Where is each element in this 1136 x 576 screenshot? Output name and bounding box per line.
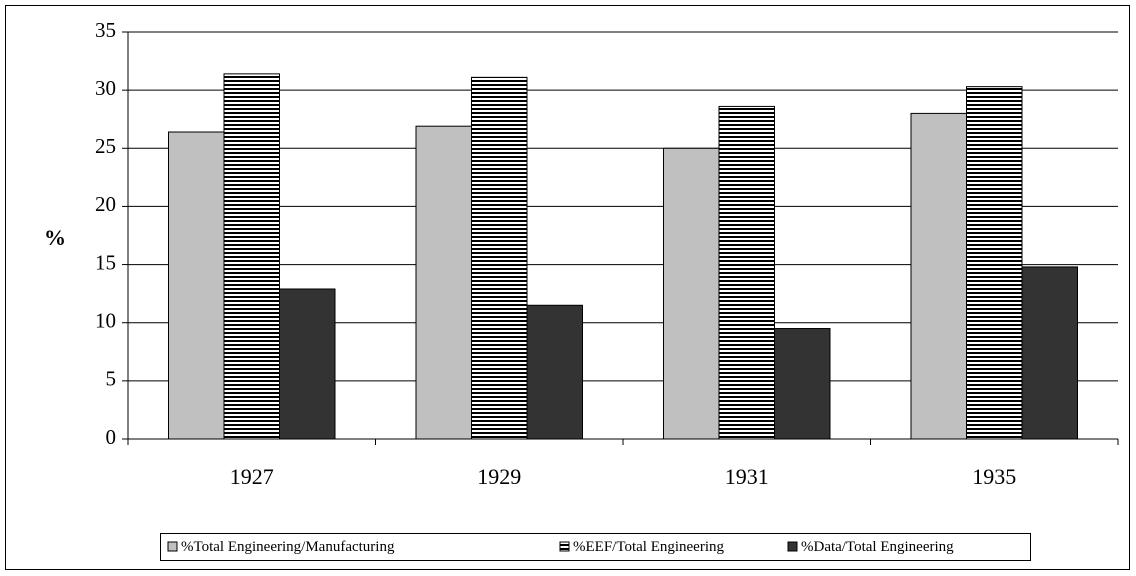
y-tick-label: 30 (95, 76, 116, 100)
y-tick-label: 15 (95, 250, 116, 274)
y-tick-label: 10 (95, 309, 116, 333)
y-tick-label: 5 (106, 367, 117, 391)
legend-label: %Total Engineering/Manufacturing (181, 539, 395, 555)
x-tick-label: 1935 (972, 464, 1016, 489)
legend-swatch (787, 541, 798, 552)
x-tick-label: 1927 (230, 464, 274, 489)
x-tick-label: 1929 (477, 464, 521, 489)
bar (663, 147, 720, 440)
legend-swatch (559, 541, 570, 552)
legend-swatch (167, 541, 178, 552)
y-tick-label: 0 (106, 425, 117, 449)
y-tick-label: 20 (95, 192, 116, 216)
legend-box (160, 533, 1031, 561)
bar (223, 73, 280, 440)
y-axis-label: % (44, 225, 66, 250)
legend-label: %EEF/Total Engineering (573, 539, 724, 555)
legend-label: %Data/Total Engineering (801, 539, 954, 555)
bar (168, 131, 225, 440)
x-tick-label: 1931 (725, 464, 769, 489)
bar (279, 288, 336, 440)
y-tick-label: 25 (95, 134, 116, 158)
y-tick-label: 35 (95, 18, 116, 42)
bar (415, 125, 472, 440)
bar (471, 76, 528, 440)
bar (774, 328, 831, 440)
bar (526, 304, 583, 440)
bar (718, 105, 775, 440)
bar (966, 86, 1023, 440)
bar (910, 112, 967, 440)
bar (1021, 266, 1078, 440)
